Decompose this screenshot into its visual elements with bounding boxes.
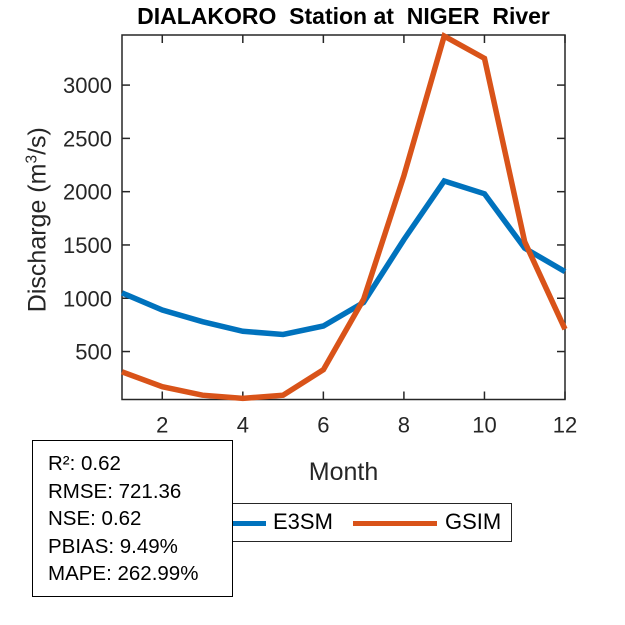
x-tick-label: 4 xyxy=(237,413,249,438)
y-tick-label: 2000 xyxy=(63,180,112,205)
y-tick-label: 3000 xyxy=(63,73,112,98)
x-tick-label: 8 xyxy=(398,413,410,438)
series-line-gsim xyxy=(121,32,568,402)
y-tick-label: 2500 xyxy=(63,126,112,151)
stats-annotation-box: R²: 0.62 RMSE: 721.36 NSE: 0.62 PBIAS: 9… xyxy=(32,440,233,597)
x-tick-label: 10 xyxy=(472,413,496,438)
y-tick-label: 1000 xyxy=(63,286,112,311)
x-tick-label: 12 xyxy=(553,413,577,438)
y-tick-label: 1500 xyxy=(63,233,112,258)
axes-box xyxy=(121,34,566,401)
x-axis-label: Month xyxy=(308,458,379,486)
stat-nse: NSE: 0.62 xyxy=(48,507,142,531)
stat-rmse: RMSE: 721.36 xyxy=(48,479,182,503)
legend-label-gsim: GSIM xyxy=(445,509,502,534)
y-tick-label: 500 xyxy=(75,340,112,365)
x-tick-label: 2 xyxy=(156,413,168,438)
legend-label-e3sm: E3SM xyxy=(273,509,333,534)
series-line-e3sm xyxy=(120,177,567,338)
x-tick-label: 6 xyxy=(317,413,329,438)
chart-title: DIALAKORO Station at NIGER River xyxy=(137,3,550,29)
legend-line-sample-gsim xyxy=(353,520,437,526)
stat-pbias: PBIAS: 9.49% xyxy=(48,534,178,558)
stat-mape: MAPE: 262.99% xyxy=(48,562,199,586)
stat-r2: R²: 0.62 xyxy=(48,452,121,475)
